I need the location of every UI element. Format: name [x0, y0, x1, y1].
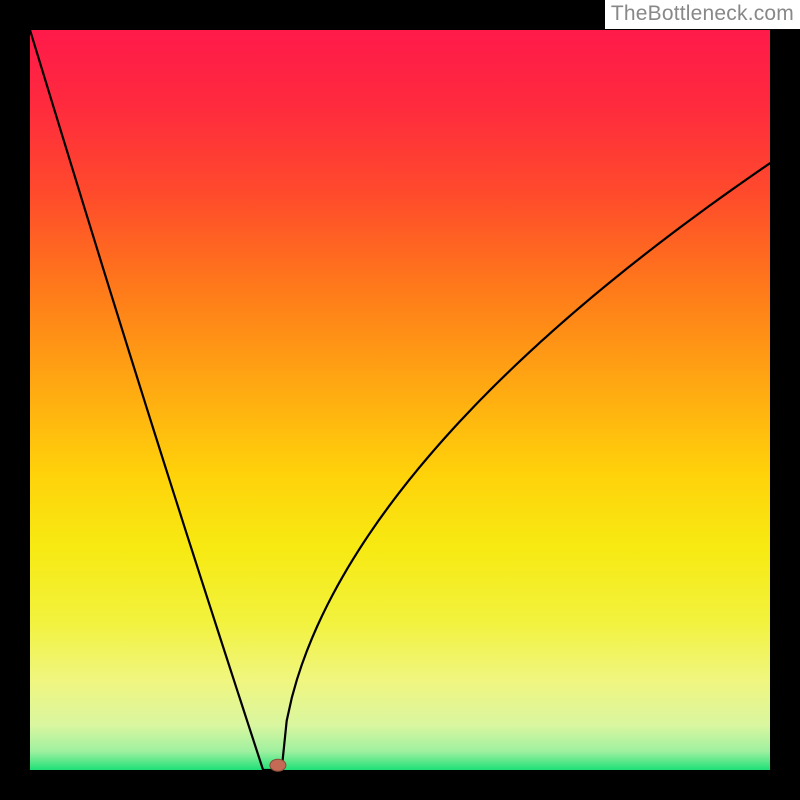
chart-svg	[0, 0, 800, 800]
plot-background	[30, 30, 770, 770]
watermark-label: TheBottleneck.com	[605, 0, 800, 29]
optimal-point-marker	[270, 759, 286, 771]
chart-stage: TheBottleneck.com	[0, 0, 800, 800]
